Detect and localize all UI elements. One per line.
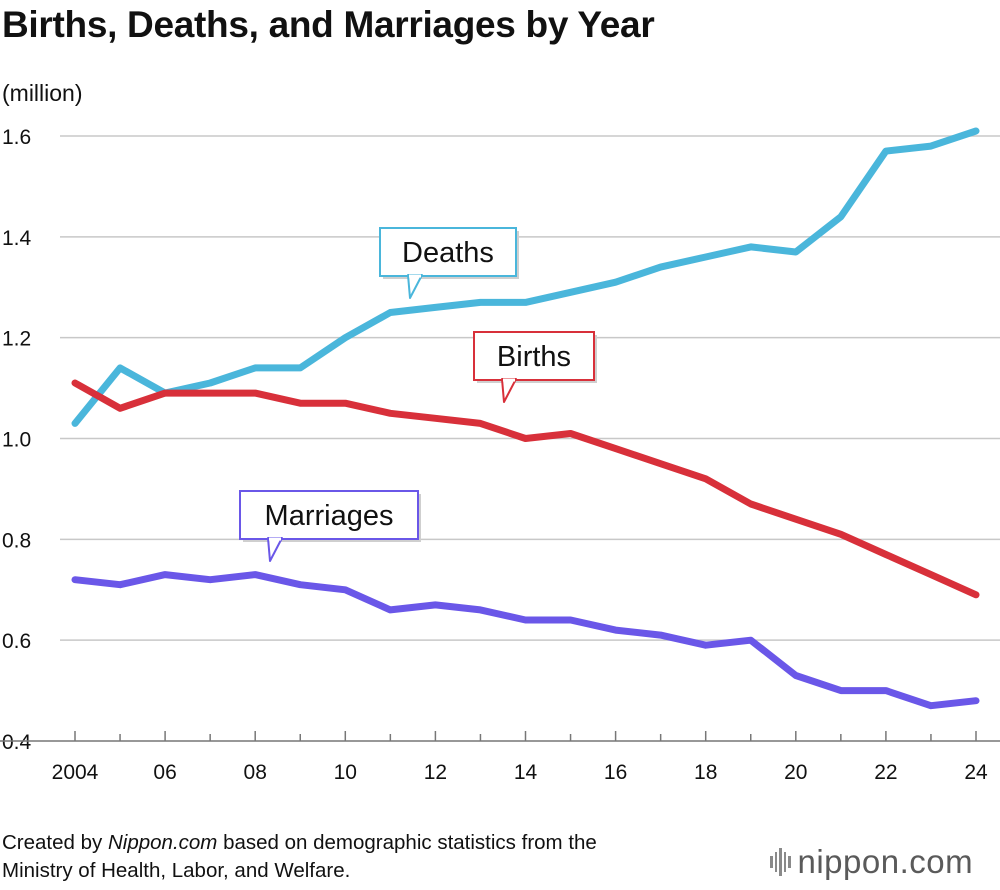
callout-label-marriages: Marriages: [265, 500, 394, 532]
source-line-2: Ministry of Health, Labor, and Welfare.: [2, 859, 351, 882]
y-tick-label: 0.4: [2, 731, 32, 754]
y-tick-label: 0.6: [2, 630, 31, 653]
logo-bars-icon: [770, 848, 791, 876]
series-line-deaths: [71, 127, 980, 427]
y-tick-label: 1.2: [2, 328, 31, 351]
x-tick-label: 10: [334, 761, 357, 784]
callout-label-births: Births: [497, 341, 571, 373]
callout-marriages: Marriages: [239, 490, 421, 562]
series-line-births: [71, 379, 980, 599]
callout-deaths: Deaths: [379, 227, 519, 299]
y-tick-label: 0.8: [2, 529, 31, 552]
y-tick-label: 1.4: [2, 227, 32, 250]
x-tick-label: 14: [514, 761, 538, 784]
x-tick-label: 18: [694, 761, 717, 784]
chart-title: Births, Deaths, and Marriages by Year: [2, 4, 655, 45]
nippon-logo: nippon.com: [770, 840, 973, 884]
x-tick-label: 20: [784, 761, 807, 784]
x-tick-label: 16: [604, 761, 627, 784]
x-tick-label: 24: [964, 761, 988, 784]
series-line-marriages: [71, 571, 980, 710]
x-tick-label: 2004: [52, 761, 99, 784]
x-tick-label: 22: [874, 761, 897, 784]
source-prefix: Created by: [2, 831, 108, 854]
x-tick-label: 06: [153, 761, 176, 784]
x-tick-label: 12: [424, 761, 447, 784]
source-suffix: based on demographic statistics from the: [217, 831, 597, 854]
y-axis-unit-label: (million): [2, 80, 83, 106]
x-tick-label: 08: [244, 761, 267, 784]
y-tick-label: 1.6: [2, 126, 31, 149]
callout-label-deaths: Deaths: [402, 237, 494, 269]
logo-wordmark: nippon.com: [797, 843, 974, 880]
source-note: Created by Nippon.com based on demograph…: [2, 829, 597, 885]
callout-births: Births: [473, 331, 597, 403]
y-tick-label: 1.0: [2, 429, 31, 452]
source-name: Nippon.com: [107, 831, 218, 854]
